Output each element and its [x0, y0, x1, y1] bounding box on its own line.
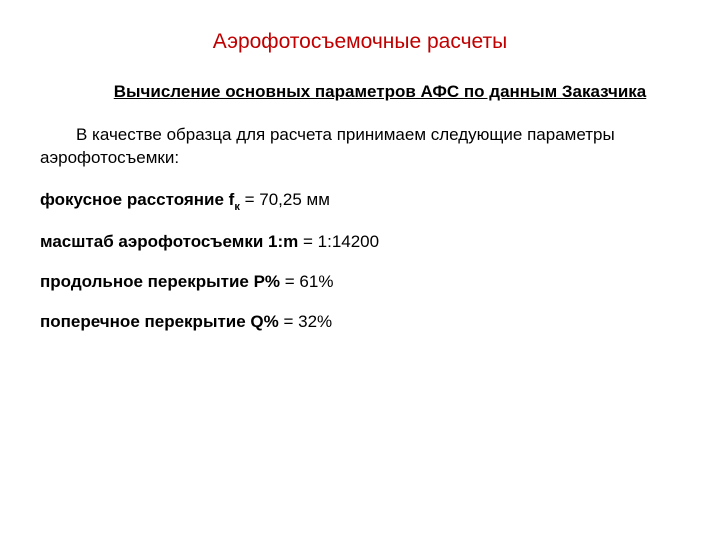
param-scale-label: масштаб аэрофотосъемки 1:m — [40, 232, 298, 251]
subtitle: Вычисление основных параметров АФС по да… — [40, 82, 680, 102]
param-focal: фокусное расстояние fк = 70,25 мм — [40, 190, 680, 212]
param-overlap-p-label: продольное перекрытие Р% — [40, 272, 280, 291]
param-scale: масштаб аэрофотосъемки 1:m = 1:14200 — [40, 232, 680, 252]
param-focal-value: = 70,25 мм — [240, 190, 330, 209]
param-focal-label-sub: к — [234, 201, 240, 213]
param-overlap-q-value: = 32% — [279, 312, 332, 331]
main-title: Аэрофотосъемочные расчеты — [40, 30, 680, 54]
param-focal-label-prefix: фокусное расстояние f — [40, 190, 234, 209]
intro-text: В качестве образца для расчета принимаем… — [40, 124, 680, 170]
param-scale-value: = 1:14200 — [298, 232, 379, 251]
param-overlap-p-value: = 61% — [280, 272, 333, 291]
param-overlap-q-label: поперечное перекрытие Q% — [40, 312, 279, 331]
param-overlap-q: поперечное перекрытие Q% = 32% — [40, 312, 680, 332]
param-overlap-p: продольное перекрытие Р% = 61% — [40, 272, 680, 292]
